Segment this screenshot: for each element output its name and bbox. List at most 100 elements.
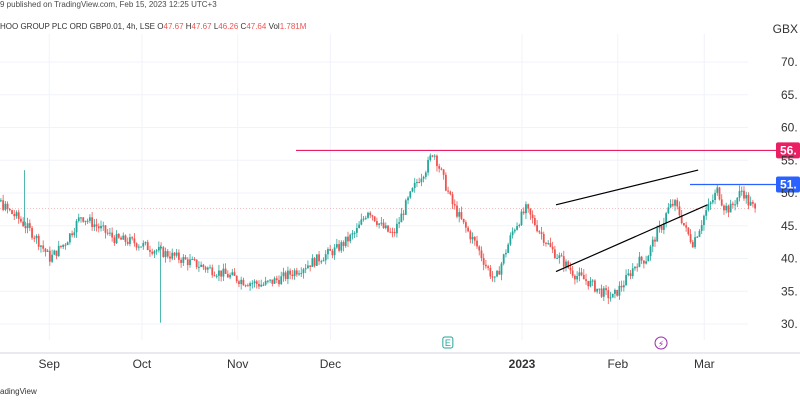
candle-body: [171, 252, 174, 259]
candle-body: [553, 249, 556, 259]
ohlc-legend: HOO GROUP PLC ORD GBP0.01, 4h, LSE O47.6…: [0, 22, 306, 31]
candle-body: [409, 191, 412, 198]
candle-body: [6, 203, 9, 209]
candle-body: [295, 270, 298, 275]
candle-body: [64, 244, 67, 246]
candle-body: [349, 234, 352, 242]
candle-body: [287, 270, 289, 279]
candle-body: [20, 218, 22, 222]
earnings-event-marker: E: [442, 336, 454, 349]
candle-body: [422, 176, 425, 179]
candle-body: [189, 259, 191, 266]
candle-body: [576, 276, 579, 280]
earnings-marker-label: E: [445, 338, 451, 348]
candle-body: [204, 267, 207, 270]
horizontal-levels: 56. 51.: [0, 142, 800, 209]
candle-body: [556, 258, 559, 260]
candle-body: [342, 242, 345, 246]
candle-body: [536, 225, 538, 232]
candle-body: [169, 256, 171, 259]
candle-body: [513, 229, 516, 232]
candle-body: [115, 233, 118, 244]
high-value: 47.67: [191, 22, 212, 31]
candle-body: [444, 174, 447, 191]
candle-body: [402, 213, 405, 215]
candle-body: [509, 235, 512, 245]
candle-body: [480, 250, 483, 259]
candle-body: [660, 225, 663, 230]
candle-body: [393, 232, 396, 234]
candle-body: [498, 270, 501, 275]
candle-body: [420, 178, 423, 183]
open-value: 47.67: [163, 22, 184, 31]
candle-body: [33, 237, 36, 239]
candle-body: [340, 242, 343, 251]
candle-body: [146, 242, 149, 251]
candle-body: [527, 204, 530, 209]
candle-body: [636, 266, 639, 268]
candle-body: [355, 228, 358, 233]
candle-body: [320, 261, 323, 263]
candle-body: [404, 200, 407, 215]
earnings-marker-bg: [442, 336, 454, 349]
candle-body: [48, 250, 51, 262]
candle-body: [398, 222, 401, 224]
candle-body: [266, 280, 269, 282]
candle-body: [31, 227, 33, 238]
candle-body: [100, 225, 102, 229]
candle-body: [75, 220, 78, 233]
candle-body: [235, 275, 238, 282]
candle-body: [716, 187, 719, 193]
candle-body: [104, 225, 107, 233]
candle-body: [464, 222, 467, 228]
chart-attribution: 9 published on TradingView.com, Feb 15, …: [0, 0, 217, 9]
candle-body: [574, 275, 576, 280]
candle-body: [718, 187, 721, 200]
candle-body: [102, 225, 105, 227]
candle-body: [747, 194, 750, 206]
candle-body: [182, 257, 185, 263]
candle-body: [485, 264, 487, 267]
x-tick-label: Nov: [227, 357, 248, 371]
candle-body: [596, 288, 599, 292]
candle-body: [313, 258, 316, 266]
candle-body: [418, 182, 421, 184]
candle-body: [284, 272, 287, 279]
candle-body: [411, 188, 414, 192]
candle-body: [269, 279, 272, 281]
candle-body: [184, 257, 187, 260]
candle-body: [175, 252, 178, 256]
candle-body: [642, 260, 645, 264]
candle-body: [135, 243, 138, 248]
candle-body: [333, 247, 336, 256]
candle-body: [384, 225, 387, 228]
candle-body: [500, 263, 503, 275]
candle-body: [520, 211, 523, 225]
candle-body: [144, 242, 147, 244]
candle-body: [97, 226, 100, 229]
candle-body: [427, 159, 429, 173]
candle-body: [431, 155, 434, 157]
candle-body: [124, 235, 127, 242]
candle-body: [0, 200, 2, 202]
candle-body: [153, 251, 156, 254]
candle-body: [542, 233, 545, 243]
candle-body: [84, 220, 87, 222]
candle-body: [193, 259, 196, 261]
candle-body: [689, 234, 692, 242]
y-tick-label: 55.: [781, 153, 798, 167]
candle-body: [451, 194, 454, 205]
candle-body: [462, 218, 465, 223]
candle-body: [109, 232, 111, 234]
volume-label: Vol: [268, 22, 280, 31]
candle-body: [622, 285, 625, 288]
candle-body: [327, 249, 329, 255]
candle-body: [729, 203, 732, 213]
candle-body: [86, 220, 89, 222]
candle-body: [224, 268, 227, 274]
candle-body: [151, 251, 154, 254]
candle-body: [191, 259, 194, 261]
candle-body: [585, 279, 587, 281]
candle-body: [200, 264, 203, 267]
